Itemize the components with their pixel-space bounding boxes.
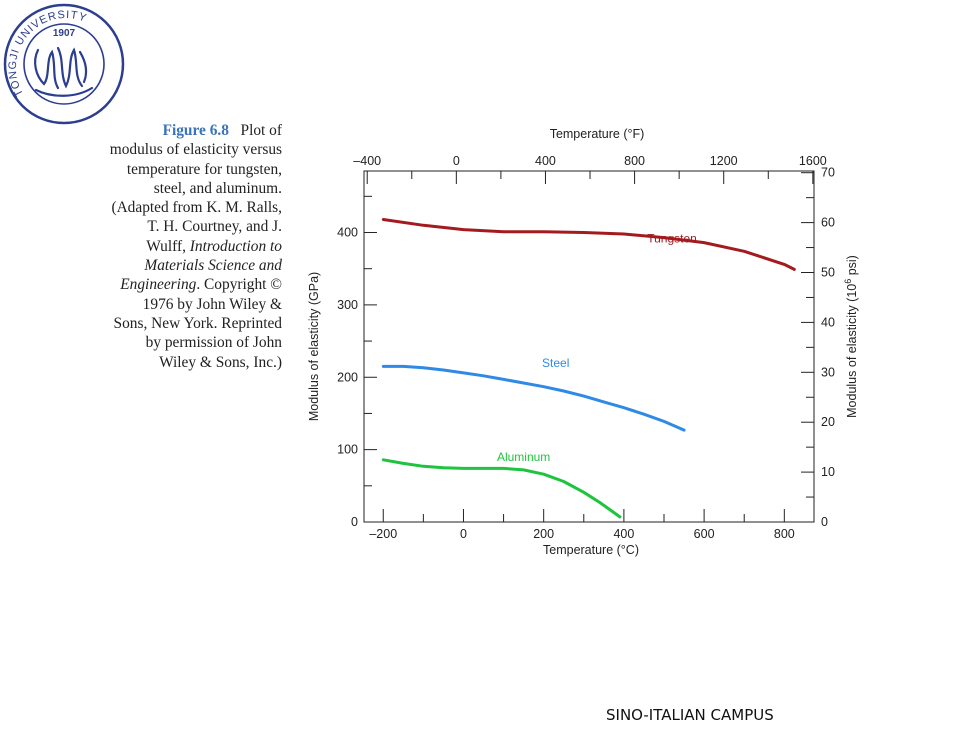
top-tick-label: 0 [453, 154, 460, 168]
campus-footer: SINO-ITALIAN CAMPUS [606, 706, 774, 724]
top-tick-label: 800 [624, 154, 645, 168]
y-tick-label: 100 [337, 443, 358, 457]
top-tick-label: 400 [535, 154, 556, 168]
y-tick-label: 400 [337, 226, 358, 240]
right-tick-label: 60 [821, 216, 835, 230]
x-tick-label: 600 [694, 527, 715, 541]
series-steel-line [381, 364, 686, 432]
caption-copyright: . Copyright © 1976 by John Wiley & Sons,… [113, 276, 282, 371]
series-aluminum-line [381, 458, 622, 519]
right-tick-label: 30 [821, 365, 835, 379]
y-tick-label: 0 [351, 515, 358, 529]
top-tick-label: –400 [353, 154, 381, 168]
x-tick-label: 200 [533, 527, 554, 541]
x-axis-label: Temperature (°C) [543, 543, 639, 557]
right-tick-label: 0 [821, 515, 828, 529]
plot-frame [363, 170, 815, 523]
y-axis-label: Modulus of elasticity (GPa) [307, 272, 321, 421]
top-axis-label: Temperature (°F) [550, 127, 645, 141]
caption-text: Plot of modulus of elasticity versus tem… [109, 122, 282, 255]
right-axis-label: Modulus of elasticity (106 psi) [843, 255, 859, 418]
right-tick-label: 10 [821, 465, 835, 479]
tongji-university-logo: TONGJI UNIVERSITY 1907 [3, 3, 125, 125]
right-tick-label: 20 [821, 415, 835, 429]
right-tick-label: 40 [821, 315, 835, 329]
x-tick-label: 0 [460, 527, 467, 541]
right-tick-label: 70 [821, 166, 835, 180]
right-tick-label: 50 [821, 266, 835, 280]
series-aluminum-label: Aluminum [497, 450, 550, 464]
svg-text:1907: 1907 [53, 28, 76, 39]
series-tungsten-line [381, 218, 796, 271]
figure-label: Figure 6.8 [162, 122, 229, 139]
x-tick-label: 800 [774, 527, 795, 541]
top-tick-label: 1600 [799, 154, 827, 168]
top-tick-label: 1200 [710, 154, 738, 168]
y-tick-label: 300 [337, 298, 358, 312]
series-tungsten-label: Tungsten [647, 232, 697, 246]
y-tick-label: 200 [337, 370, 358, 384]
series-steel-label: Steel [542, 356, 569, 370]
caption-book-title: Introduction to Materials Science and En… [120, 237, 282, 294]
svg-text:TONGJI UNIVERSITY: TONGJI UNIVERSITY [7, 9, 89, 99]
x-tick-label: 400 [613, 527, 634, 541]
x-tick-label: –200 [369, 527, 397, 541]
figure-caption: Figure 6.8 Plot of modulus of elasticity… [108, 121, 282, 372]
